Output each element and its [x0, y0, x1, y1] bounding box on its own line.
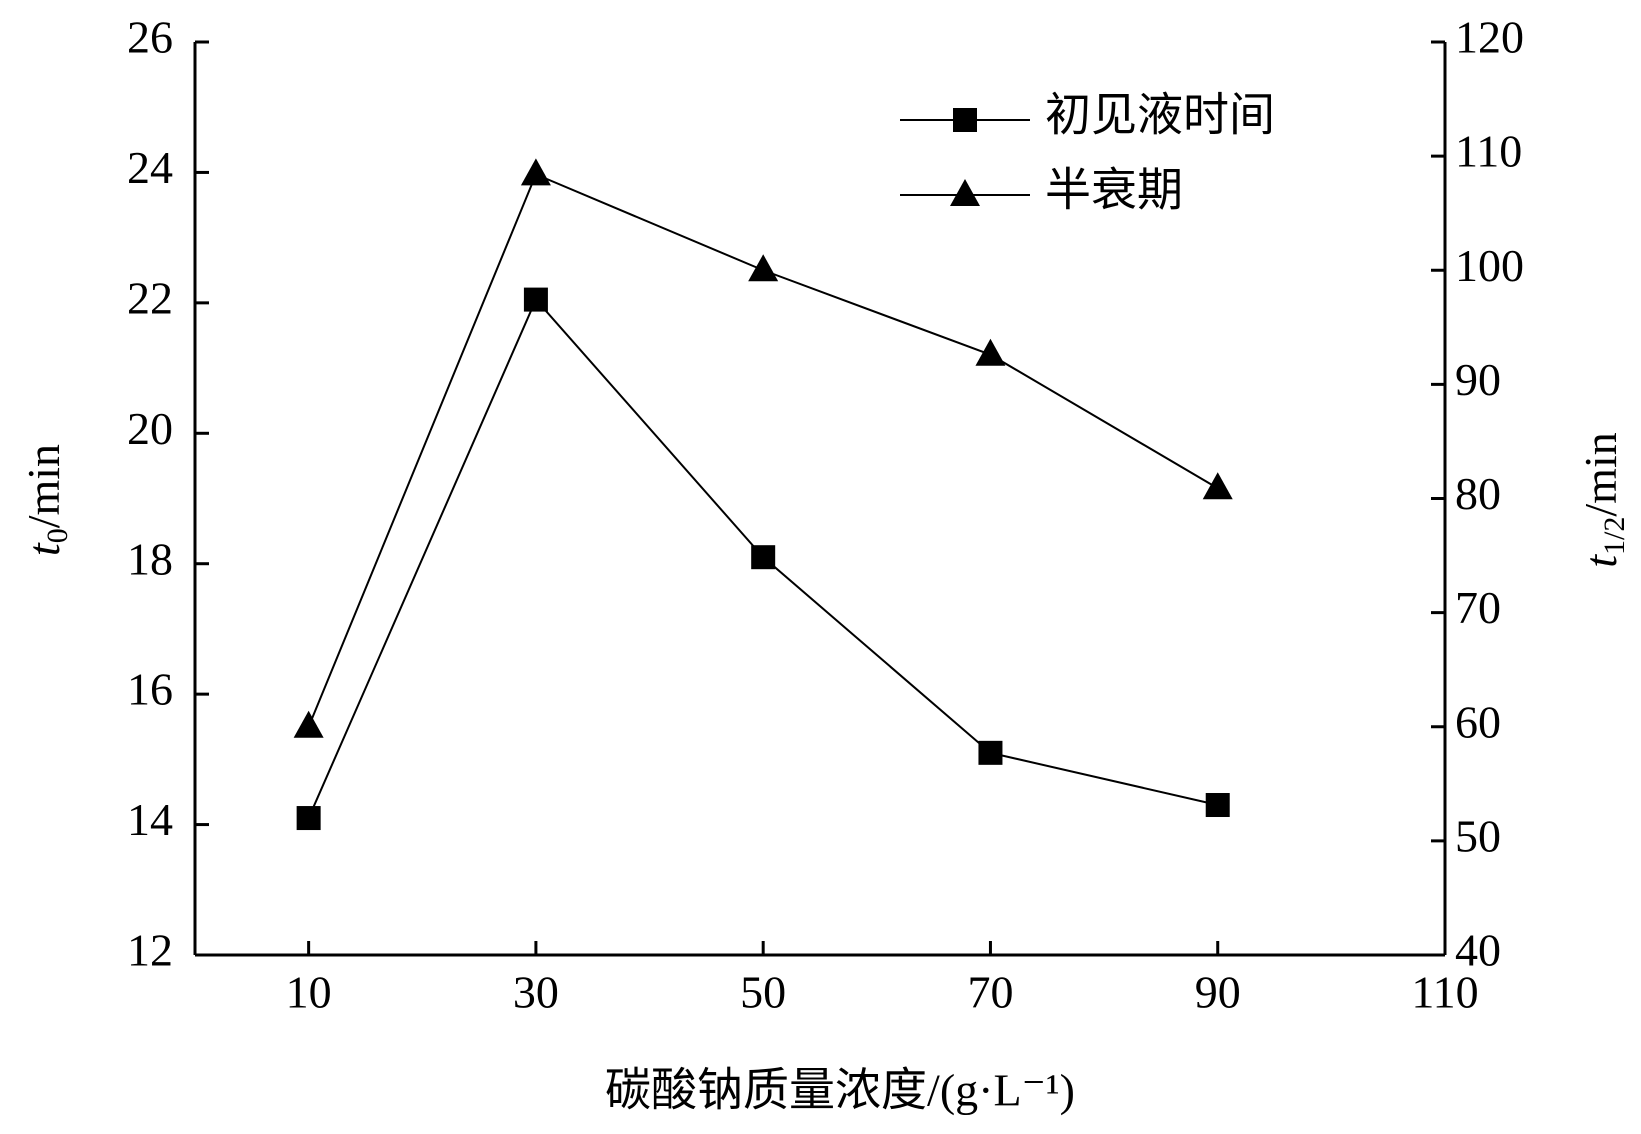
y-tick-label: 20: [127, 403, 173, 454]
y2-label-italic: t: [1575, 554, 1626, 568]
marker: [975, 338, 1006, 366]
y2-label-sub: 1/2: [1598, 517, 1631, 555]
x-tick-label: 10: [286, 967, 332, 1018]
y2-label-rest: /min: [1575, 432, 1626, 516]
x-axis-label: 碳酸钠质量浓度/(g·L⁻¹): [605, 1065, 1075, 1116]
marker: [1205, 793, 1230, 818]
y2-tick-label: 100: [1455, 240, 1524, 291]
y-label-rest: /min: [18, 444, 69, 528]
x-tick-label: 70: [967, 967, 1013, 1018]
marker: [751, 545, 776, 570]
y-label-sub: 0: [41, 528, 74, 543]
y-tick-label: 18: [127, 533, 173, 584]
x-tick-label: 30: [513, 967, 559, 1018]
legend-label: 半衰期: [1045, 165, 1183, 216]
y-tick-label: 24: [127, 142, 173, 193]
marker: [978, 740, 1003, 765]
y2-tick-label: 50: [1455, 810, 1501, 861]
marker: [520, 158, 551, 186]
y-tick-label: 14: [127, 794, 173, 845]
y2-tick-label: 60: [1455, 696, 1501, 747]
y2-axis-label: t1/2/min: [1575, 432, 1631, 567]
y2-tick-label: 120: [1455, 12, 1524, 63]
x-tick-label: 50: [740, 967, 786, 1018]
marker: [1202, 472, 1233, 500]
y-label-italic: t: [18, 542, 69, 556]
y-tick-label: 12: [127, 925, 173, 976]
y2-tick-label: 110: [1455, 126, 1522, 177]
x-tick-label: 90: [1195, 967, 1241, 1018]
legend-marker: [950, 179, 980, 206]
legend-label: 初见液时间: [1045, 90, 1275, 141]
legend-marker: [953, 108, 977, 132]
x-tick-label: 110: [1411, 967, 1478, 1018]
y2-tick-label: 70: [1455, 582, 1501, 633]
marker: [523, 287, 548, 312]
y-tick-label: 26: [127, 12, 173, 63]
marker: [293, 710, 324, 738]
y2-tick-label: 40: [1455, 925, 1501, 976]
y-axis-label: t0/min: [18, 444, 74, 556]
marker: [748, 254, 779, 282]
marker: [296, 806, 321, 831]
svg-text:t1/2/min: t1/2/min: [1575, 432, 1631, 567]
y2-tick-label: 80: [1455, 468, 1501, 519]
svg-text:t0/min: t0/min: [18, 444, 74, 556]
y-tick-label: 22: [127, 272, 173, 323]
y2-tick-label: 90: [1455, 354, 1501, 405]
y-tick-label: 16: [127, 664, 173, 715]
